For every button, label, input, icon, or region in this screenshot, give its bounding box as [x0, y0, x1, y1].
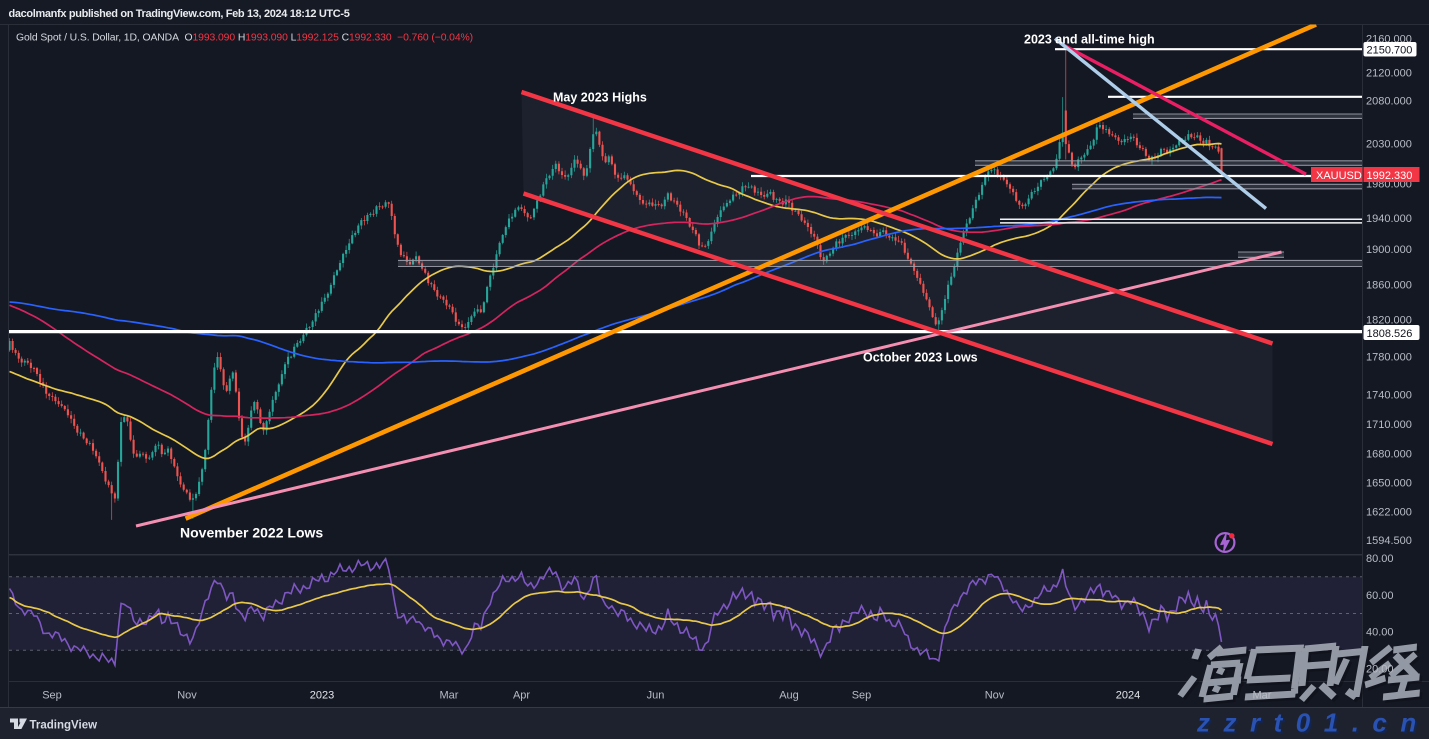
svg-text:2024: 2024: [1116, 690, 1140, 702]
svg-text:1594.500: 1594.500: [1366, 535, 1412, 547]
svg-text:1860.000: 1860.000: [1366, 280, 1412, 292]
svg-text:November 2022 Lows: November 2022 Lows: [180, 525, 323, 541]
svg-text:Nov: Nov: [177, 690, 197, 702]
svg-text:Mar: Mar: [440, 690, 459, 702]
svg-text:1940.000: 1940.000: [1366, 213, 1412, 225]
svg-text:2023: 2023: [310, 690, 334, 702]
svg-text:1900.000: 1900.000: [1366, 244, 1412, 256]
svg-text:Sep: Sep: [852, 690, 872, 702]
svg-text:Nov: Nov: [985, 690, 1005, 702]
svg-text:TradingView: TradingView: [30, 720, 98, 732]
svg-text:Aug: Aug: [779, 690, 799, 702]
svg-text:Gold Spot / U.S. Dollar, 1D, O: Gold Spot / U.S. Dollar, 1D, OANDA O1993…: [16, 33, 473, 44]
svg-text:2120.000: 2120.000: [1366, 67, 1412, 79]
svg-text:1808.526: 1808.526: [1367, 328, 1413, 340]
svg-text:1780.000: 1780.000: [1366, 352, 1412, 364]
svg-text:May 2023 Highs: May 2023 Highs: [553, 91, 647, 105]
svg-text:zzrt01.cn: zzrt01.cn: [1198, 710, 1429, 739]
svg-text:Mar: Mar: [1253, 690, 1272, 702]
svg-text:1992.330: 1992.330: [1367, 170, 1413, 182]
svg-text:2030.000: 2030.000: [1366, 138, 1412, 150]
svg-text:1650.000: 1650.000: [1366, 477, 1412, 489]
svg-text:XAUUSD: XAUUSD: [1316, 170, 1362, 182]
svg-text:80.00: 80.00: [1366, 553, 1394, 565]
svg-text:October 2023 Lows: October 2023 Lows: [863, 351, 978, 365]
svg-text:20.00: 20.00: [1366, 664, 1394, 676]
svg-text:Sep: Sep: [42, 690, 62, 702]
svg-text:1740.000: 1740.000: [1366, 390, 1412, 402]
svg-text:dacolmanfx published on Tradin: dacolmanfx published on TradingView.com,…: [9, 8, 350, 20]
svg-text:1710.000: 1710.000: [1366, 419, 1412, 431]
svg-text:Jun: Jun: [647, 690, 665, 702]
svg-text:2150.700: 2150.700: [1367, 45, 1413, 57]
svg-text:2080.000: 2080.000: [1366, 96, 1412, 108]
svg-text:1680.000: 1680.000: [1366, 449, 1412, 461]
svg-text:zzrt01.cn: zzrt01.cn: [1196, 708, 1429, 738]
svg-text:40.00: 40.00: [1366, 627, 1394, 639]
svg-text:1820.000: 1820.000: [1366, 315, 1412, 327]
svg-text:60.00: 60.00: [1366, 590, 1394, 602]
svg-text:2023 and all-time high: 2023 and all-time high: [1024, 33, 1155, 47]
svg-text:1622.000: 1622.000: [1366, 507, 1412, 519]
svg-text:Apr: Apr: [513, 690, 530, 702]
